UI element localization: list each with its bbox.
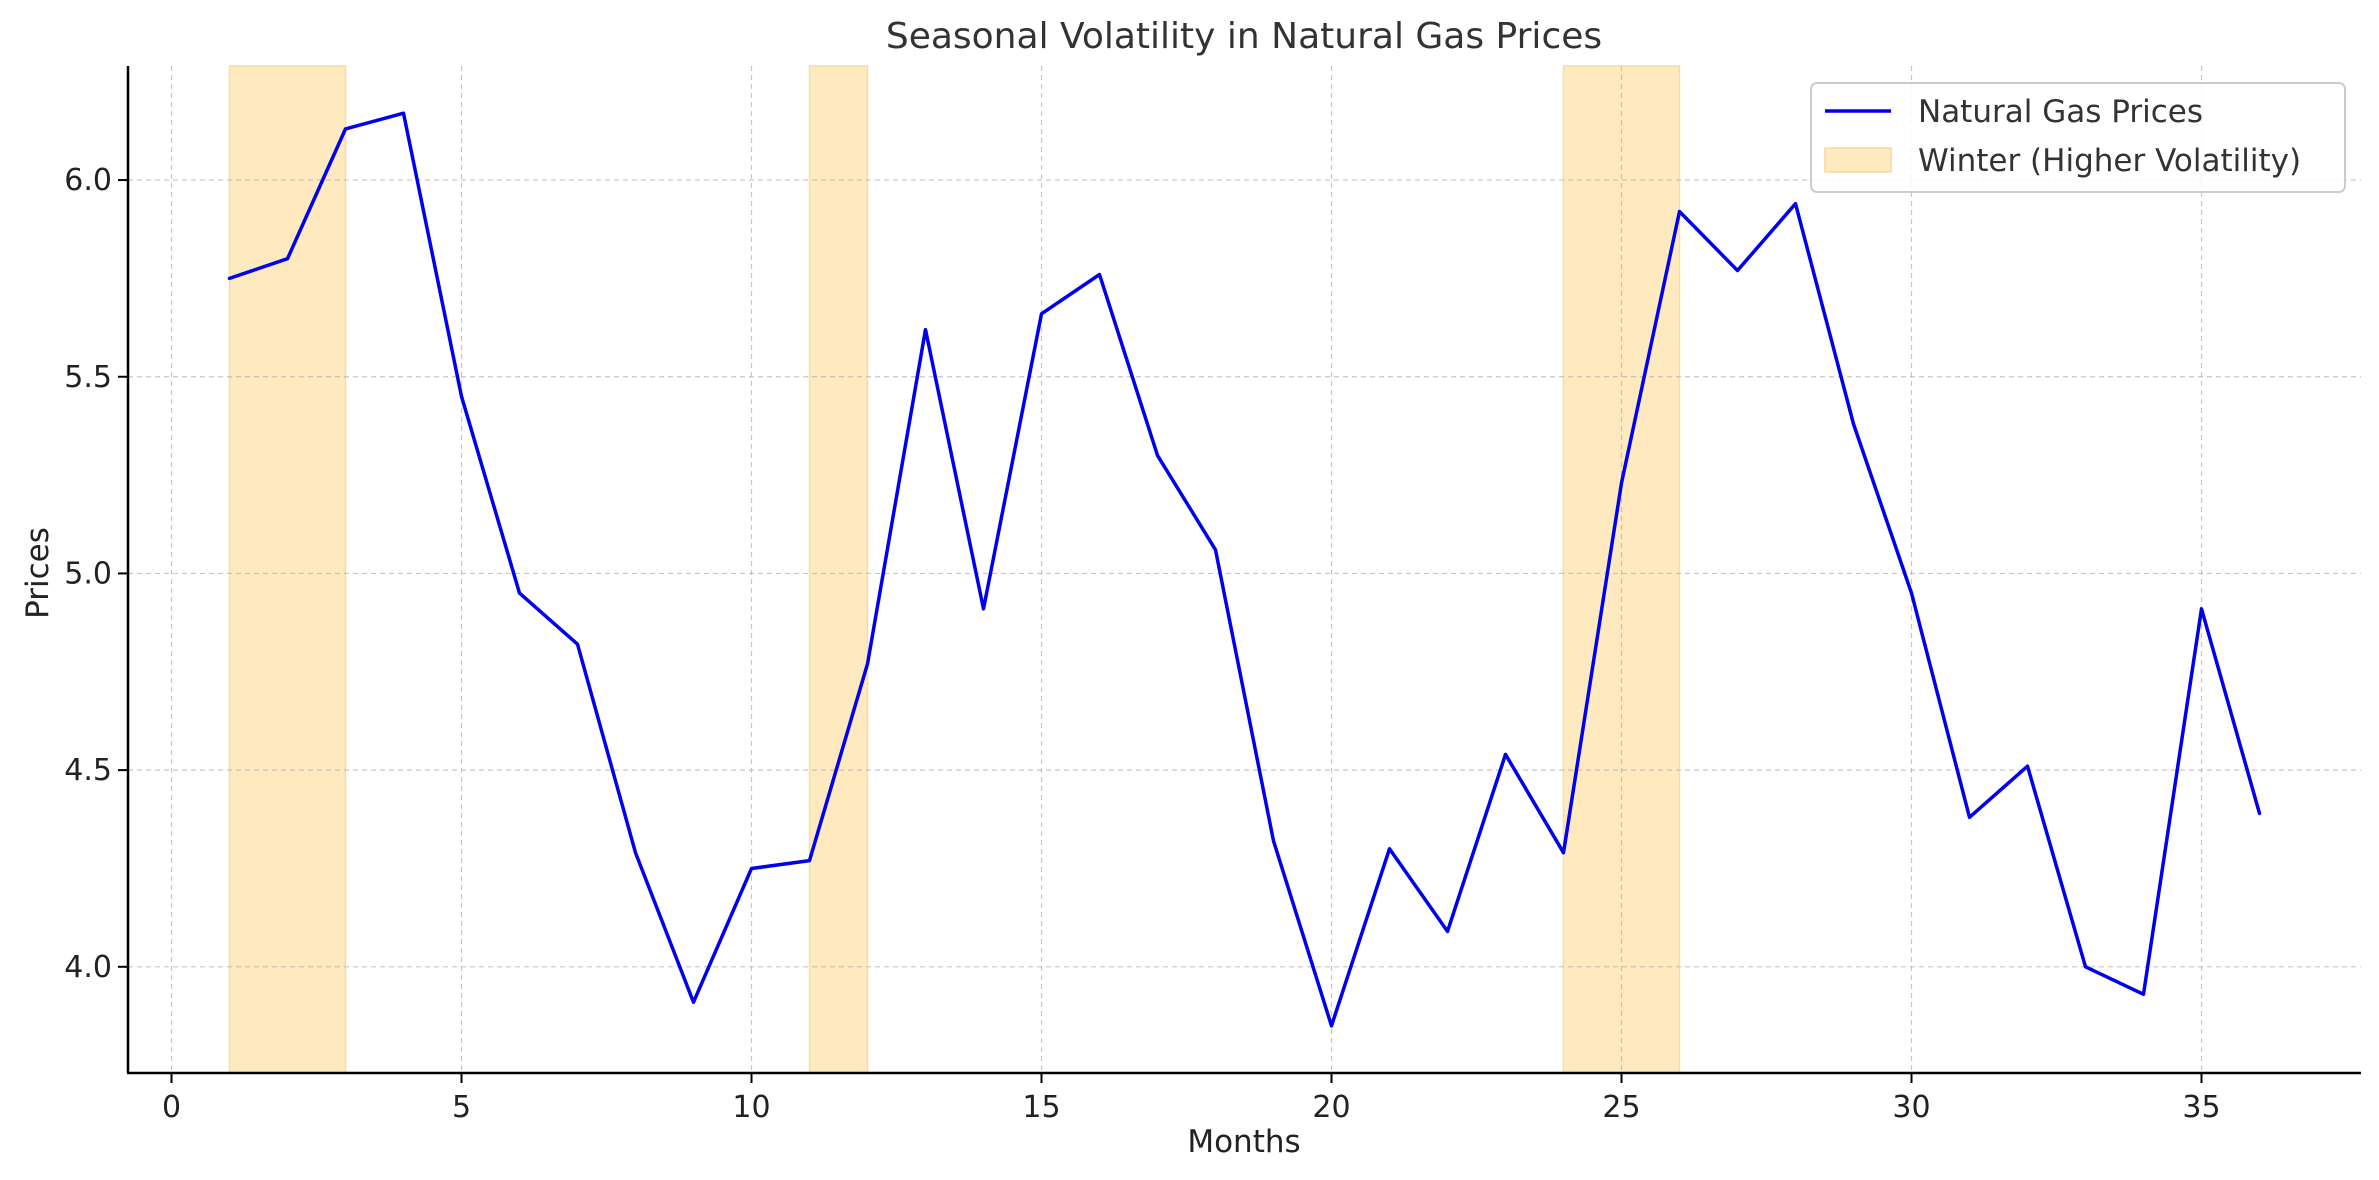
axes xyxy=(126,66,2361,1075)
x-tick-label: 20 xyxy=(1312,1090,1350,1125)
y-tick-label: 6.0 xyxy=(64,163,112,198)
ticks: 0 5 10 15 20 25 30 35 4.0 4.5 5.0 5.5 6.0 xyxy=(64,163,2220,1125)
y-tick-label: 5.5 xyxy=(64,360,112,395)
winter-region-0 xyxy=(228,65,347,1074)
series-line-0 xyxy=(227,111,2262,1028)
y-tick-label: 4.0 xyxy=(64,950,112,985)
legend-shade-swatch xyxy=(1824,147,1892,173)
y-axis-label: Prices xyxy=(20,527,56,619)
grid xyxy=(128,66,2361,1073)
winter-region-1 xyxy=(808,65,869,1074)
legend-frame xyxy=(1810,82,2346,193)
x-tick-label: 5 xyxy=(452,1090,471,1125)
y-tick-label: 5.0 xyxy=(64,556,112,591)
legend-label-series: Natural Gas Prices xyxy=(1918,94,2203,130)
x-tick-label: 0 xyxy=(162,1090,181,1125)
x-tick-label: 30 xyxy=(1892,1090,1930,1125)
x-tick-label: 15 xyxy=(1022,1090,1060,1125)
chart-title: Seasonal Volatility in Natural Gas Price… xyxy=(886,16,1602,57)
x-tick-label: 25 xyxy=(1602,1090,1640,1125)
x-tick-label: 10 xyxy=(732,1090,770,1125)
y-tick-label: 4.5 xyxy=(64,753,112,788)
legend-label-shading: Winter (Higher Volatility) xyxy=(1918,143,2301,179)
x-axis-label: Months xyxy=(1187,1124,1300,1160)
series-lines xyxy=(227,111,2262,1028)
legend: Natural Gas Prices Winter (Higher Volati… xyxy=(1810,82,2346,193)
x-tick-label: 35 xyxy=(2182,1090,2220,1125)
